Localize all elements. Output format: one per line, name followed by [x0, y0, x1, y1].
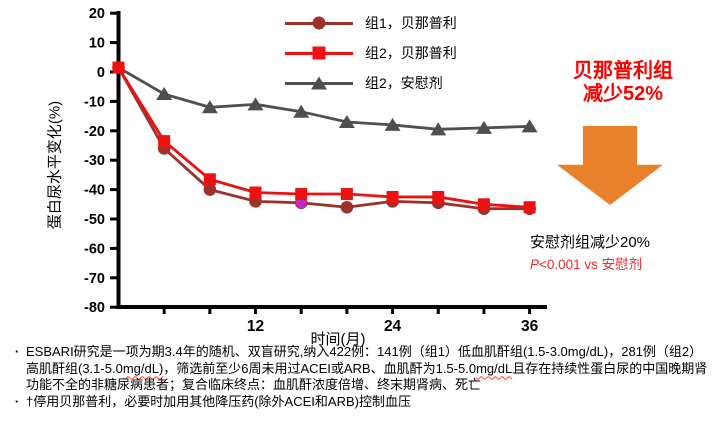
- circle-marker-icon: [312, 16, 326, 30]
- p-value-text: <0.001 vs 安慰剂: [539, 257, 643, 272]
- series-line: [117, 66, 530, 211]
- square-marker: [295, 188, 308, 201]
- y-tick-label: 0: [97, 65, 105, 81]
- x-tick-label: 36: [521, 318, 539, 335]
- triangle-marker: [384, 117, 401, 131]
- triangle-marker: [430, 122, 447, 136]
- triangle-marker: [521, 119, 538, 133]
- circle-marker: [203, 183, 217, 196]
- triangle-marker: [247, 97, 264, 111]
- legend-label: 组2，安慰剂: [365, 75, 443, 91]
- series-line: [117, 66, 530, 131]
- study-description-note: · ESBARI研究是一项为期3.4年的随机、双盲研究,纳入422例：141例（…: [8, 344, 708, 394]
- note-text-run: 且存在持续性蛋白尿的中国晚期肾功能不全的非糖尿病患者；复合临床终点：血肌酐浓度倍…: [26, 360, 708, 393]
- square-marker: [340, 188, 353, 201]
- dagger-footnote: · †停用贝那普利，必要时加用其他降压药(除外ACEI和ARB)控制血压: [8, 394, 708, 411]
- x-tick-label: 24: [384, 318, 402, 335]
- square-marker: [386, 190, 399, 203]
- triangle-marker: [338, 114, 355, 128]
- square-marker: [523, 201, 536, 214]
- bullet-icon: ·: [14, 344, 20, 359]
- x-tick-label: 12: [247, 318, 264, 335]
- legend-label: 组1，贝那普利: [365, 15, 457, 31]
- square-marker: [249, 186, 262, 199]
- triangle-marker: [201, 100, 218, 114]
- series-line: [117, 66, 530, 209]
- square-marker: [203, 173, 216, 186]
- callout-line2: 减少52%: [582, 83, 664, 105]
- proteinuria-line-chart: 20 10 0 -10 -20 -30 -40 -50 -60 -70 -80 12 24 36: [84, 6, 547, 335]
- legend-line-sample: [285, 46, 353, 60]
- square-marker: [432, 190, 445, 203]
- callout-line1: 贝那普利组: [573, 60, 673, 82]
- circle-marker: [340, 200, 354, 214]
- note-text-run: ，筛选前至少6周未用过ACEI或ARB、血肌酐为1.5-5.0: [163, 360, 477, 376]
- x-axis-title: 时间(月): [310, 331, 366, 348]
- triangle-marker-icon: [311, 76, 327, 90]
- y-tick-label: -10: [84, 94, 105, 110]
- y-tick-label: -40: [84, 183, 105, 199]
- legend-line-sample: [285, 16, 353, 30]
- placebo-reduction-note: 安慰剂组减少20%: [530, 234, 651, 251]
- legend-item-group1-benazepril: 组1，贝那普利: [285, 8, 457, 38]
- study-description-text: ESBARI研究是一项为期3.4年的随机、双盲研究,纳入422例：141例（组1…: [26, 344, 708, 394]
- y-tick-label: -70: [84, 271, 105, 287]
- legend: 组1，贝那普利 组2，贝那普利 组2，安慰剂: [285, 8, 457, 98]
- y-tick-label: 20: [89, 6, 105, 22]
- square-marker-icon: [312, 46, 326, 60]
- dagger-footnote-text: †停用贝那普利，必要时加用其他降压药(除外ACEI和ARB)控制血压: [26, 393, 411, 409]
- bullet-icon: ·: [14, 393, 20, 409]
- y-tick-label: -50: [84, 212, 105, 228]
- y-axis-title: 蛋白尿水平变化(%): [46, 100, 64, 230]
- square-marker: [112, 61, 125, 74]
- triangle-marker: [293, 104, 310, 118]
- series-triangle: [117, 66, 538, 136]
- square-marker: [477, 198, 490, 211]
- benazepril-reduction-callout: 贝那普利组 减少52%: [538, 60, 708, 106]
- p-value-note: P<0.001 vs 安慰剂: [530, 253, 642, 273]
- y-tick-label: -80: [84, 300, 105, 316]
- footnotes: · ESBARI研究是一项为期3.4年的随机、双盲研究,纳入422例：141例（…: [8, 344, 708, 410]
- triangle-marker: [475, 120, 492, 134]
- note-text-run: ESBARI研究是一项为期3.4年的随机、双盲研究,纳入422例：141例（组1…: [26, 344, 703, 376]
- y-tick-label: -30: [84, 153, 105, 169]
- y-tick-label: 10: [89, 36, 105, 52]
- legend-item-group2-placebo: 组2，安慰剂: [285, 68, 457, 98]
- p-symbol: P: [530, 257, 540, 272]
- legend-label: 组2，贝那普利: [365, 45, 457, 61]
- square-marker: [158, 135, 171, 148]
- y-tick-label: -60: [84, 241, 105, 257]
- legend-item-group2-benazepril: 组2，贝那普利: [285, 38, 457, 68]
- spellcheck-underlined-text: mg/dL: [476, 360, 513, 376]
- magenta-point-marker: [295, 197, 307, 209]
- spellcheck-underlined-text: mg/dL): [122, 360, 164, 376]
- legend-line-sample: [285, 76, 353, 90]
- series-square: [112, 61, 536, 214]
- y-tick-label: -20: [84, 124, 105, 140]
- triangle-marker: [156, 87, 173, 101]
